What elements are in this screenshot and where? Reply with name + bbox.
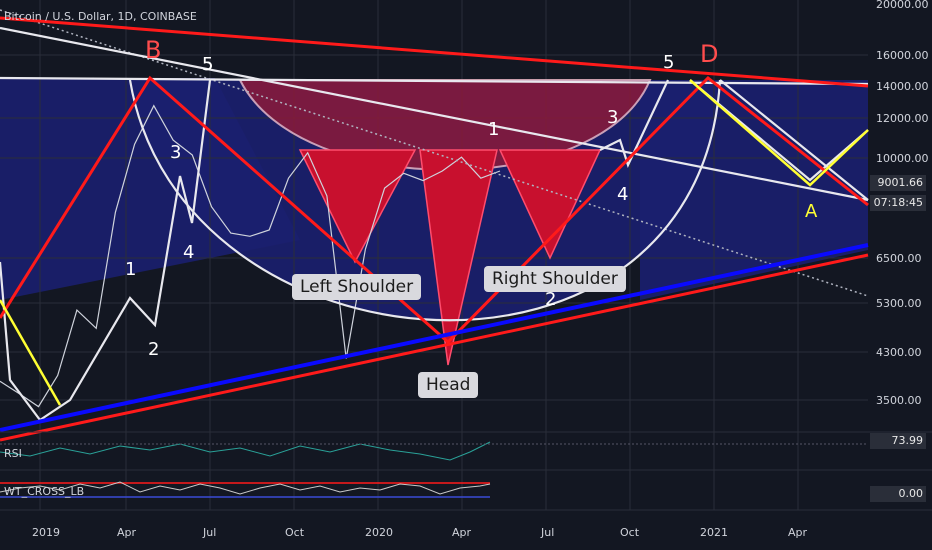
time-tick: Apr bbox=[117, 526, 137, 539]
time-tick: Oct bbox=[620, 526, 640, 539]
wave-label: 5 bbox=[663, 52, 674, 73]
wave-label: 1 bbox=[125, 259, 136, 280]
wave-label: 2 bbox=[545, 289, 556, 310]
pattern-fill-right bbox=[640, 80, 868, 300]
price-tick: 10000.00 bbox=[876, 152, 929, 165]
chart-title: Bitcoin / U.S. Dollar, 1D, COINBASE bbox=[4, 10, 197, 23]
wave-label: D bbox=[700, 40, 718, 68]
price-tick: 14000.00 bbox=[876, 80, 929, 93]
countdown-tag: 07:18:45 bbox=[870, 195, 926, 211]
wt-value-tag: 0.00 bbox=[870, 486, 926, 502]
wave-label: 3 bbox=[607, 107, 618, 128]
wave-label: 5 bbox=[202, 54, 213, 75]
price-tick: 12000.00 bbox=[876, 112, 929, 125]
rsi-label: RSI bbox=[4, 447, 22, 460]
rsi-line bbox=[0, 441, 491, 461]
white-trendlines bbox=[0, 26, 869, 422]
time-tick: Apr bbox=[452, 526, 472, 539]
wt-line bbox=[0, 481, 491, 495]
dotted-trendline bbox=[0, 9, 869, 297]
time-tick: Apr bbox=[788, 526, 808, 539]
time-tick: Jul bbox=[540, 526, 554, 539]
time-tick: 2020 bbox=[365, 526, 393, 539]
wave-label: 4 bbox=[183, 242, 194, 263]
wave-label: 1 bbox=[488, 119, 499, 140]
yellow-wave bbox=[0, 79, 869, 406]
red-trendlines bbox=[0, 16, 869, 442]
time-tick: 2021 bbox=[700, 526, 728, 539]
wave-label: B bbox=[145, 36, 161, 64]
wave-label: 4 bbox=[617, 184, 628, 205]
blue-trendline bbox=[0, 243, 869, 432]
price-tick: 20000.00 bbox=[876, 0, 929, 11]
time-axis: 2019 Apr Jul Oct 2020 Apr Jul Oct 2021 A… bbox=[32, 526, 808, 539]
right-shoulder-label: Right Shoulder bbox=[484, 266, 626, 292]
wave-label: 5 bbox=[202, 54, 213, 75]
wave-label: 2 bbox=[148, 339, 159, 360]
time-tick: Oct bbox=[285, 526, 305, 539]
head-label: Head bbox=[418, 372, 479, 398]
price-tick: 5300.00 bbox=[876, 297, 922, 310]
wave-label: 3 bbox=[170, 142, 181, 163]
price-axis: 20000.00 16000.00 14000.00 12000.00 1000… bbox=[876, 0, 929, 407]
wt-label: WT_CROSS_LB bbox=[4, 485, 85, 498]
left-shoulder-label: Left Shoulder bbox=[292, 274, 422, 300]
price-tick: 16000.00 bbox=[876, 49, 929, 62]
wave-labels: B 5 D 5 A 1 2 3 4 5 1 2 3 4 bbox=[125, 36, 818, 360]
time-tick: 2019 bbox=[32, 526, 60, 539]
wave-label: A bbox=[805, 201, 818, 222]
time-tick: Jul bbox=[202, 526, 216, 539]
head-triangle bbox=[419, 149, 498, 366]
price-tick: 3500.00 bbox=[876, 394, 922, 407]
right-shoulder-triangle bbox=[498, 149, 602, 260]
last-price-tag: 9001.66 bbox=[870, 175, 926, 191]
price-tick: 6500.00 bbox=[876, 252, 922, 265]
price-line bbox=[0, 104, 501, 408]
price-tick: 4300.00 bbox=[876, 346, 922, 359]
rsi-value-tag: 73.99 bbox=[870, 433, 926, 449]
